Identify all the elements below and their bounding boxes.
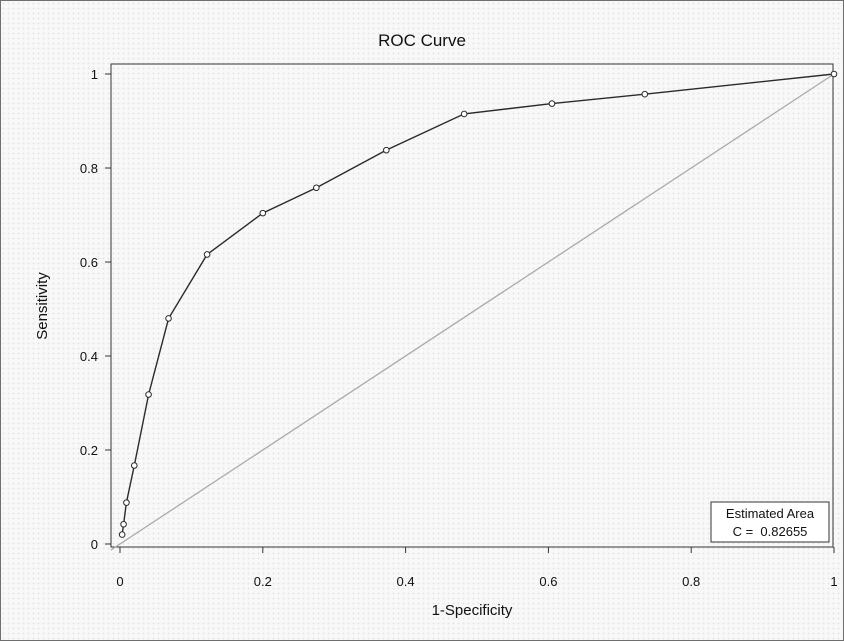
y-axis: 0 0.2 0.4 0.6 0.8 1 [80,67,111,552]
roc-point [123,499,130,506]
roc-point [383,146,390,154]
y-axis-label: Sensitivity [34,272,51,340]
roc-point [641,90,649,98]
roc-point [313,184,320,192]
roc-point [118,531,126,538]
y-tick-label: 0.8 [80,161,98,176]
roc-point [120,520,127,528]
roc-point [165,315,172,322]
legend-box [710,501,830,543]
reference-diagonal-line [110,73,835,551]
plot-area [110,63,834,548]
x-tick-label: 1 [830,574,837,589]
roc-point [830,70,838,78]
y-tick-label: 0 [91,537,98,552]
x-axis: 0 0.2 0.4 0.6 0.8 1 [116,547,838,589]
area-legend: Estimated Area C = 0.82655 [710,501,830,543]
x-tick-label: 0.8 [682,574,700,589]
legend-line-1: Estimated Area [726,506,815,521]
roc-point [145,391,152,398]
x-tick-label: 0.2 [254,574,272,589]
roc-series-line [121,73,835,535]
roc-point [460,110,468,118]
x-tick-label: 0.6 [539,574,557,589]
chart-title: ROC Curve [378,31,466,50]
legend-line-2: C = 0.82655 [733,524,808,539]
x-tick-label: 0 [116,574,123,589]
roc-point [203,251,211,258]
y-tick-label: 0.6 [80,255,98,270]
y-tick-label: 1 [91,67,98,82]
x-tick-label: 0.4 [397,574,415,589]
roc-point [259,209,267,217]
y-tick-label: 0.4 [80,349,98,364]
roc-points [118,70,838,538]
roc-point [548,100,556,107]
y-tick-label: 0.2 [80,443,98,458]
roc-point [130,462,138,469]
x-axis-label: 1-Specificity [432,602,513,619]
